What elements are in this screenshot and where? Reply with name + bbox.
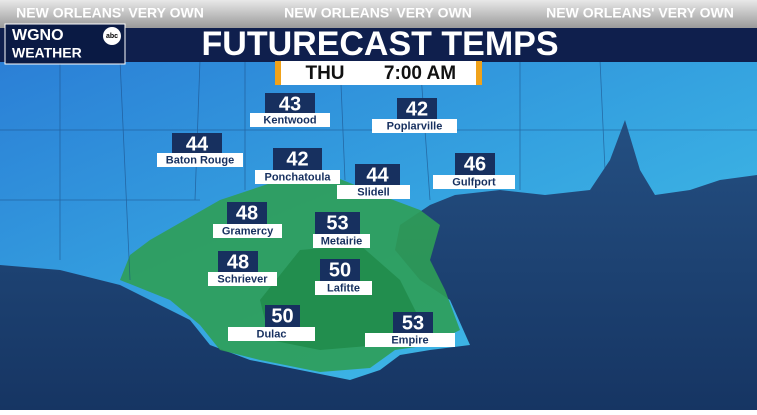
temp-box — [218, 251, 258, 273]
city-name: Lafitte — [327, 282, 360, 294]
temp-value: 46 — [464, 153, 486, 175]
city-label-box — [255, 170, 340, 184]
logo-brand: WEATHER — [12, 45, 82, 61]
city-label-box — [213, 224, 282, 238]
city-label-box — [365, 333, 455, 347]
temp-value: 50 — [329, 259, 351, 281]
temp-box — [355, 164, 400, 186]
city-label-box — [315, 281, 372, 295]
ticker-bar — [0, 0, 757, 28]
temp-box — [315, 212, 360, 234]
temp-value: 50 — [271, 305, 293, 327]
temp-box — [273, 148, 322, 170]
title-bar — [0, 28, 757, 62]
temp-value: 43 — [279, 93, 301, 115]
temp-box — [227, 202, 267, 224]
time-accent — [275, 61, 281, 85]
temp-box — [265, 305, 300, 327]
temp-value: 42 — [406, 98, 428, 120]
temp-box — [320, 259, 360, 281]
city-name: Kentwood — [263, 114, 316, 126]
ticker-text: NEW ORLEANS' VERY OWN — [284, 5, 472, 21]
temp-value: 44 — [186, 133, 209, 155]
city-label-box — [228, 327, 315, 341]
city-name: Dulac — [257, 328, 287, 340]
city-label-box — [372, 119, 457, 133]
city-name: Gramercy — [222, 225, 274, 237]
ticker-text: NEW ORLEANS' VERY OWN — [16, 5, 204, 21]
city-name: Baton Rouge — [166, 154, 234, 166]
city-label-box — [250, 113, 330, 127]
city-label-box — [208, 272, 277, 286]
temp-value: 53 — [402, 312, 424, 334]
temp-box — [172, 133, 222, 155]
temp-value: 42 — [286, 148, 308, 170]
temp-box — [393, 312, 433, 334]
temp-value: 53 — [326, 212, 348, 234]
time-day: THU — [305, 63, 344, 84]
logo-network-badge — [103, 27, 121, 45]
logo-station: WGNO — [12, 27, 64, 44]
time-box — [275, 61, 482, 85]
city-name: Ponchatoula — [264, 171, 331, 183]
city-name: Metairie — [321, 235, 363, 247]
time-hour: 7:00 AM — [384, 63, 456, 84]
city-label-box — [313, 234, 370, 248]
temp-box — [265, 93, 315, 115]
city-name: Slidell — [357, 186, 389, 198]
city-name: Empire — [391, 334, 428, 346]
city-name: Poplarville — [387, 120, 443, 132]
temp-value: 44 — [366, 164, 389, 186]
city-label-box — [157, 153, 243, 167]
time-accent — [476, 61, 482, 85]
temp-box — [455, 153, 495, 175]
logo-network: abc — [106, 33, 118, 40]
city-name: Schriever — [217, 273, 268, 285]
city-label-box — [337, 185, 410, 199]
city-name: Gulfport — [452, 176, 496, 188]
temp-box — [397, 98, 437, 120]
temp-value: 48 — [227, 251, 249, 273]
ticker-text: NEW ORLEANS' VERY OWN — [546, 5, 734, 21]
title: FUTURECAST TEMPS — [202, 25, 559, 63]
temp-value: 48 — [236, 202, 258, 224]
city-label-box — [433, 175, 515, 189]
